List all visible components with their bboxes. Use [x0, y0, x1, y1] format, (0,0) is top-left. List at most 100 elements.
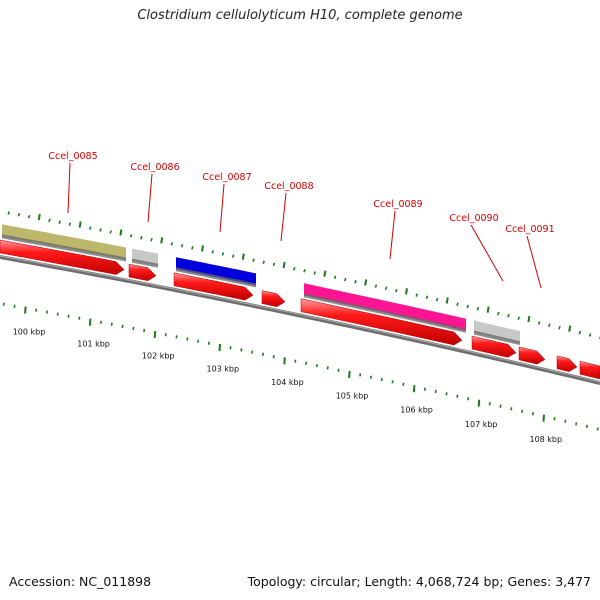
scale-minor-tick [207, 341, 210, 345]
minor-tick [354, 279, 357, 284]
scale-minor-tick [326, 366, 329, 370]
cds-arrow [173, 272, 254, 301]
minor-tick [415, 293, 418, 297]
major-tick [160, 237, 164, 244]
scale-minor-tick [143, 328, 146, 333]
locus-label: Ccel_0090 [449, 213, 498, 224]
minor-tick [517, 316, 520, 320]
scale-minor-tick [564, 419, 567, 423]
cds-arrow [556, 355, 578, 372]
major-tick [119, 229, 123, 236]
minor-tick [252, 258, 255, 262]
scale-label: 103 kbp [206, 365, 239, 374]
scale-minor-tick [445, 392, 448, 396]
scale-minor-tick [272, 354, 275, 359]
genome-backbone [0, 255, 600, 385]
scale-minor-tick [56, 312, 59, 316]
scale-minor-tick [251, 350, 254, 354]
minor-tick [425, 295, 429, 300]
minor-tick [150, 238, 153, 242]
major-tick [282, 261, 286, 269]
minor-tick [548, 323, 551, 328]
minor-tick [507, 314, 510, 318]
scale-label: 105 kbp [336, 392, 369, 401]
minor-tick [333, 275, 337, 280]
scale-minor-tick [132, 326, 135, 331]
locus-leader-line [219, 183, 225, 233]
scale-label: 107 kbp [465, 420, 498, 429]
scale-label: 102 kbp [142, 352, 175, 361]
minor-tick [558, 325, 561, 330]
scale-minor-tick [510, 407, 513, 411]
scale-minor-tick [488, 402, 491, 406]
locus-label: Ccel_0085 [48, 151, 97, 162]
backbone-line [0, 255, 600, 385]
scale-minor-tick [121, 324, 124, 329]
scale-minor-tick [434, 389, 437, 394]
major-tick [37, 213, 41, 221]
scale-minor-tick [596, 427, 599, 431]
scale-major-tick [283, 357, 286, 365]
scale-major-tick [24, 306, 27, 314]
minor-tick [109, 230, 112, 234]
gene-feature-bar [176, 257, 256, 286]
scale-minor-tick [175, 335, 178, 339]
minor-tick [180, 244, 184, 248]
minor-tick [395, 288, 398, 293]
scale-minor-tick [229, 346, 232, 350]
scale-minor-tick [240, 348, 243, 352]
scale-minor-tick [499, 404, 502, 408]
major-tick [527, 315, 531, 323]
minor-tick [140, 236, 143, 240]
scale-minor-tick [391, 380, 394, 384]
cds-arrow [471, 335, 517, 358]
scale-major-tick [542, 414, 545, 422]
scale-major-tick [348, 370, 351, 379]
gene-feature-shadow [304, 293, 466, 333]
minor-tick [89, 226, 92, 230]
cds-arrow [579, 360, 600, 380]
scale-minor-tick [315, 363, 318, 368]
minor-tick [537, 321, 541, 325]
scale-minor-tick [110, 322, 113, 326]
scale-minor-tick [35, 308, 38, 312]
minor-tick [221, 252, 225, 256]
locus-leader-line [470, 224, 504, 282]
locus-label: Ccel_0089 [373, 199, 422, 210]
minor-tick [476, 307, 480, 311]
locus-label: Ccel_0086 [130, 162, 179, 173]
locus-leader-line [147, 173, 153, 223]
cds-arrow [300, 298, 463, 346]
scale-minor-tick [553, 417, 556, 421]
genome-summary-text: Topology: circular; Length: 4,068,724 bp… [247, 574, 591, 589]
scale-label: 100 kbp [13, 327, 46, 336]
locus-label: Ccel_0091 [505, 224, 554, 235]
scale-minor-tick [380, 377, 383, 382]
scale-minor-tick [186, 337, 189, 341]
scale-minor-tick [531, 412, 534, 416]
scale-minor-tick [337, 368, 340, 372]
scale-minor-tick [261, 352, 264, 356]
minor-tick [466, 304, 469, 309]
minor-tick [170, 242, 174, 246]
scale-major-tick [412, 385, 416, 393]
gene-feature-bar [474, 320, 520, 344]
locus-label: Ccel_0087 [202, 172, 251, 183]
locus-labels: Ccel_0085 Ccel_0086 Ccel_0087 Ccel_0088 Ccel… [48, 151, 555, 289]
minor-tick [313, 271, 316, 275]
minor-tick [17, 213, 21, 217]
locus-leader-line [280, 192, 287, 242]
cds-arrow [128, 263, 157, 281]
minor-tick [129, 234, 133, 238]
scale-minor-tick [99, 320, 102, 324]
scale-minor-tick [467, 397, 470, 401]
minor-tick [303, 269, 306, 273]
scale-major-tick [218, 343, 221, 352]
major-tick [364, 279, 368, 286]
scale-label: 101 kbp [77, 339, 110, 348]
locus-leader-line [389, 210, 396, 260]
minor-tick [588, 333, 592, 337]
feature-track [2, 224, 520, 346]
minor-tick [435, 297, 439, 302]
